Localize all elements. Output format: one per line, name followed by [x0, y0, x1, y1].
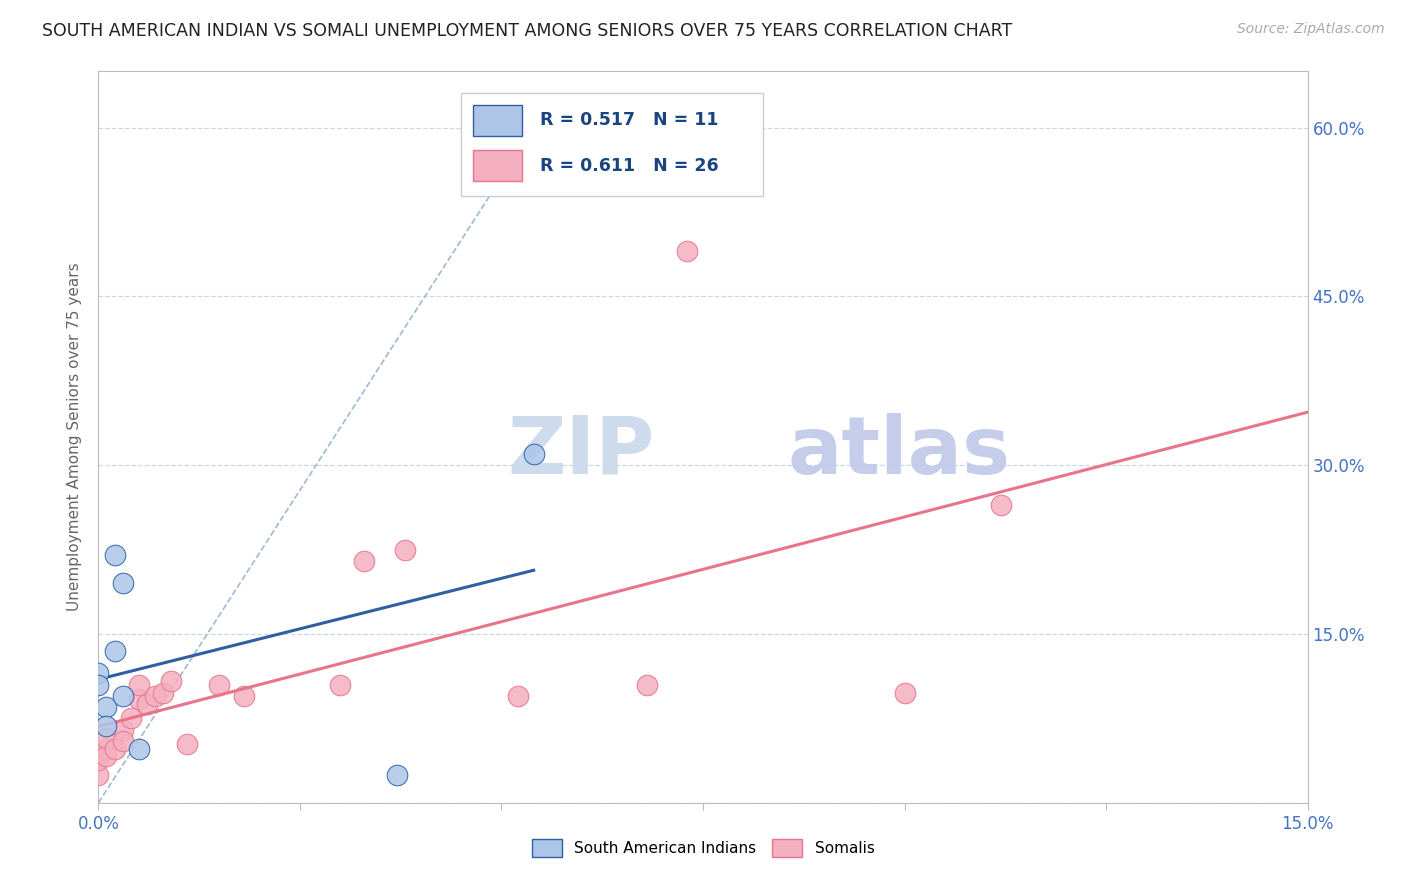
- Point: [111, 689, 134, 703]
- Point: [111, 723, 134, 737]
- Point: [385, 767, 408, 781]
- Point: [128, 692, 150, 706]
- Point: [523, 447, 546, 461]
- Y-axis label: Unemployment Among Seniors over 75 years: Unemployment Among Seniors over 75 years: [67, 263, 83, 611]
- Point: [506, 689, 529, 703]
- Point: [87, 678, 110, 692]
- Point: [232, 689, 254, 703]
- Text: atlas: atlas: [787, 413, 1011, 491]
- Point: [96, 731, 118, 745]
- Point: [990, 498, 1012, 512]
- Text: SOUTH AMERICAN INDIAN VS SOMALI UNEMPLOYMENT AMONG SENIORS OVER 75 YEARS CORRELA: SOUTH AMERICAN INDIAN VS SOMALI UNEMPLOY…: [42, 22, 1012, 40]
- Point: [176, 737, 198, 751]
- Point: [103, 741, 125, 756]
- Point: [96, 748, 118, 763]
- Point: [143, 689, 166, 703]
- Point: [103, 644, 125, 658]
- Text: R = 0.517   N = 11: R = 0.517 N = 11: [540, 112, 718, 129]
- Text: ZIP: ZIP: [508, 413, 655, 491]
- Point: [893, 685, 915, 699]
- FancyBboxPatch shape: [474, 151, 522, 181]
- Legend: South American Indians, Somalis: South American Indians, Somalis: [531, 838, 875, 857]
- Point: [128, 678, 150, 692]
- Point: [111, 734, 134, 748]
- Point: [135, 697, 157, 711]
- Text: Source: ZipAtlas.com: Source: ZipAtlas.com: [1237, 22, 1385, 37]
- Point: [394, 542, 416, 557]
- Point: [87, 767, 110, 781]
- Text: R = 0.611   N = 26: R = 0.611 N = 26: [540, 157, 718, 175]
- Point: [160, 674, 183, 689]
- Point: [353, 554, 375, 568]
- Point: [152, 685, 174, 699]
- Point: [208, 678, 231, 692]
- Point: [87, 753, 110, 767]
- Point: [120, 711, 142, 725]
- FancyBboxPatch shape: [474, 105, 522, 136]
- FancyBboxPatch shape: [461, 94, 763, 195]
- Point: [87, 666, 110, 681]
- Point: [96, 700, 118, 714]
- Point: [96, 719, 118, 733]
- Point: [111, 576, 134, 591]
- Point: [96, 741, 118, 756]
- Point: [329, 678, 352, 692]
- Point: [636, 678, 658, 692]
- Point: [103, 548, 125, 562]
- Point: [128, 741, 150, 756]
- Point: [676, 244, 699, 259]
